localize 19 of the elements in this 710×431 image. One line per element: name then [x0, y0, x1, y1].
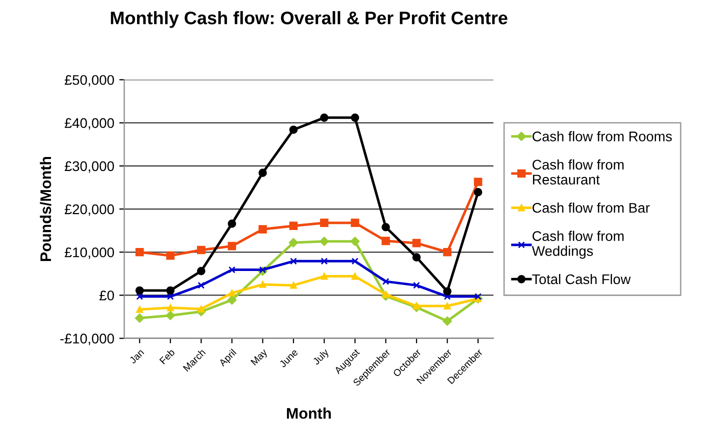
y-tick-label: £50,000 — [64, 75, 114, 87]
x-tick-label: May — [250, 348, 270, 367]
y-tick-label: £30,000 — [64, 161, 114, 173]
legend-label: Cash flow from Restaurant — [532, 159, 624, 185]
x-tick-label: July — [312, 348, 331, 367]
y-axis-title: Pounds/Month — [40, 156, 52, 262]
y-tick-label: £40,000 — [64, 118, 114, 130]
legend-label: Cash flow from Bar — [532, 202, 650, 213]
y-tick-label: £20,000 — [64, 204, 114, 216]
legend-label: Cash flow from Weddings — [532, 230, 624, 259]
x-tick-label: Jan — [128, 348, 144, 364]
legend-label: Total Cash Flow — [532, 274, 631, 284]
legend-label: Cash flow from Rooms — [532, 131, 672, 142]
y-tick-label: £10,000 — [64, 247, 114, 259]
chart-title: Monthly Cash flow: Overall & Per Profit Centre — [110, 11, 508, 28]
y-tick-label: -£10,000 — [60, 334, 114, 346]
x-tick-label: Feb — [159, 348, 176, 364]
x-axis-title: Month — [286, 408, 331, 419]
y-tick-label: £0 — [99, 290, 114, 300]
